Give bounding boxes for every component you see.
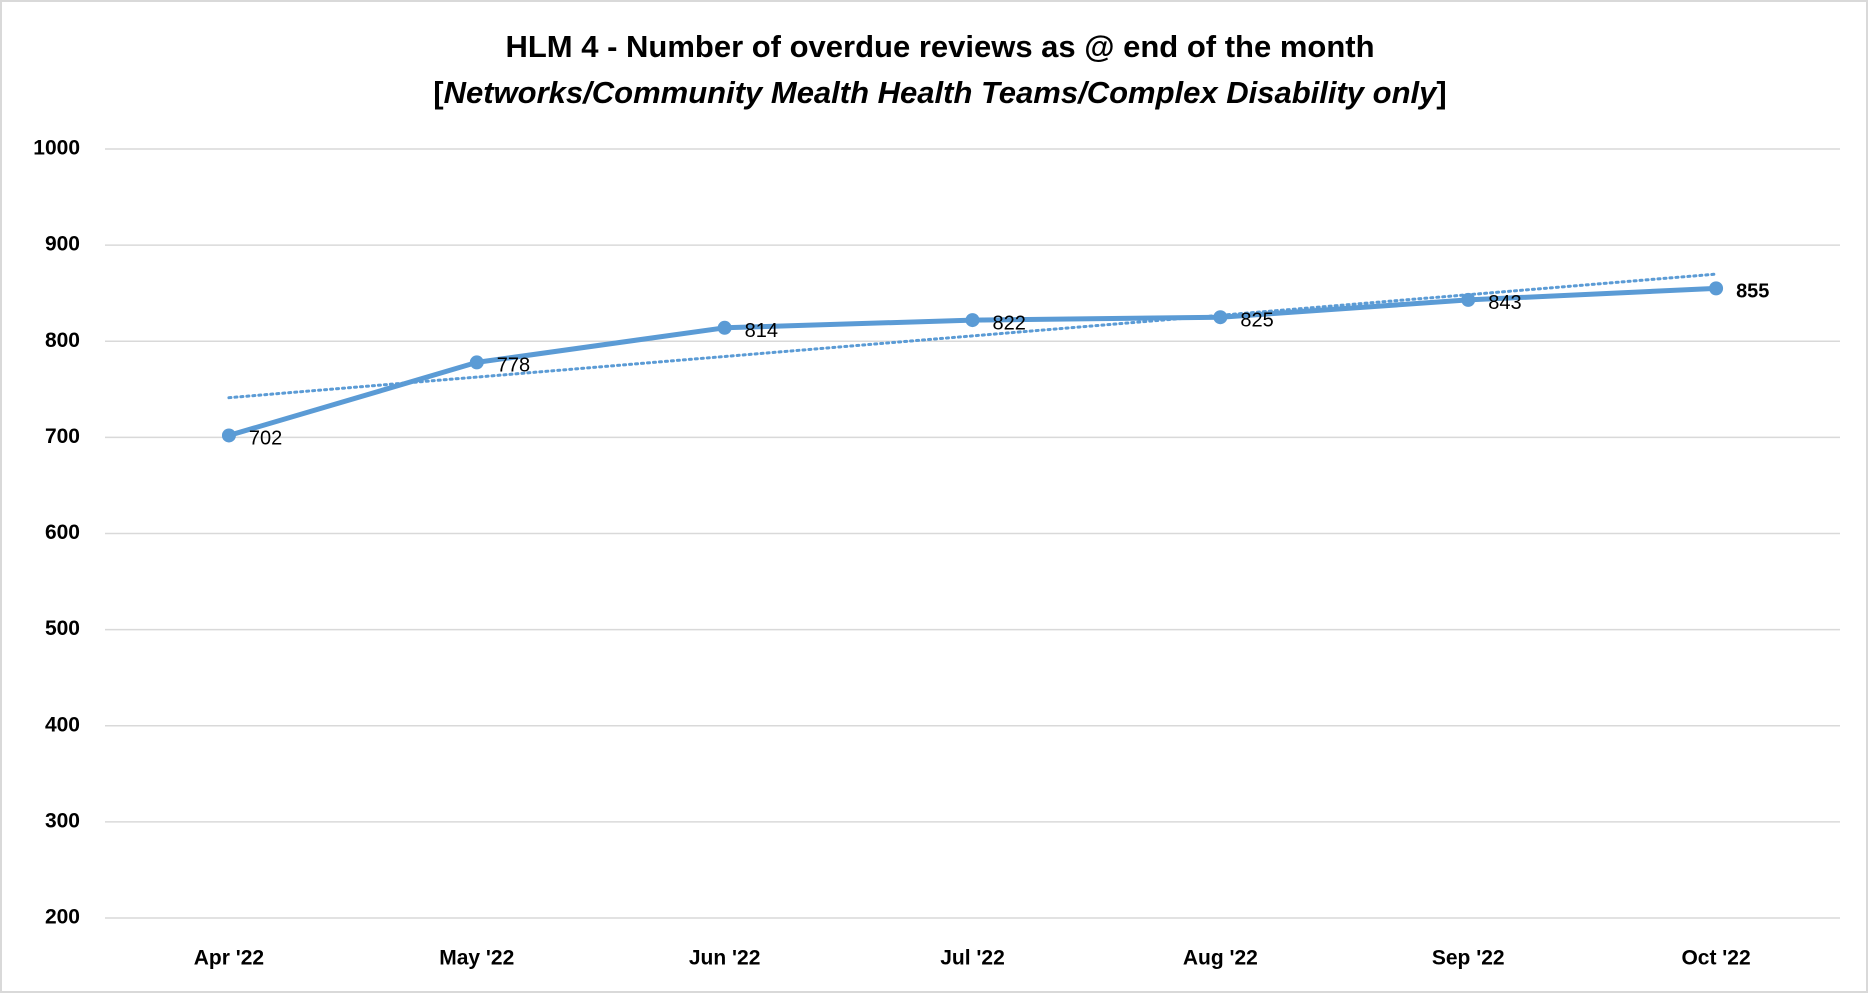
- marker: [1709, 281, 1724, 296]
- y-tick-label: 200: [45, 906, 80, 929]
- subtitle-part: Networks/Community Mealth Health Teams/C…: [444, 75, 1439, 110]
- marker: [469, 355, 484, 370]
- subtitle-part: ]: [1436, 75, 1446, 110]
- data-label: 814: [745, 320, 778, 342]
- y-tick-label: 900: [45, 233, 80, 256]
- marker: [965, 313, 980, 328]
- data-label: 778: [497, 355, 530, 377]
- y-tick-label: 800: [45, 329, 80, 352]
- marker: [221, 428, 236, 443]
- y-tick-label: 600: [45, 521, 80, 544]
- data-label: 825: [1240, 310, 1273, 332]
- y-tick-label: 300: [45, 809, 80, 832]
- chart-title: HLM 4 - Number of overdue reviews as @ e…: [505, 29, 1374, 64]
- y-tick-label: 1000: [33, 137, 80, 160]
- x-tick-label: Sep '22: [1432, 947, 1505, 970]
- x-tick-label: Oct '22: [1681, 947, 1750, 970]
- data-label: 822: [993, 312, 1026, 334]
- x-tick-label: Aug '22: [1183, 947, 1258, 970]
- marker: [1213, 310, 1228, 325]
- x-tick-label: May '22: [439, 947, 514, 970]
- y-tick-label: 500: [45, 617, 80, 640]
- marker: [717, 320, 732, 335]
- subtitle-part: [: [433, 75, 443, 110]
- marker: [1461, 292, 1476, 307]
- data-label: 855: [1736, 281, 1769, 303]
- y-tick-label: 400: [45, 713, 80, 736]
- x-tick-label: Apr '22: [194, 947, 264, 970]
- y-tick-label: 700: [45, 425, 80, 448]
- data-label: 843: [1488, 292, 1521, 314]
- data-label: 702: [249, 428, 282, 450]
- x-tick-label: Jun '22: [689, 947, 761, 970]
- chart-subtitle: [Networks/Community Mealth Health Teams/…: [433, 75, 1446, 110]
- x-tick-label: Jul '22: [940, 947, 1005, 970]
